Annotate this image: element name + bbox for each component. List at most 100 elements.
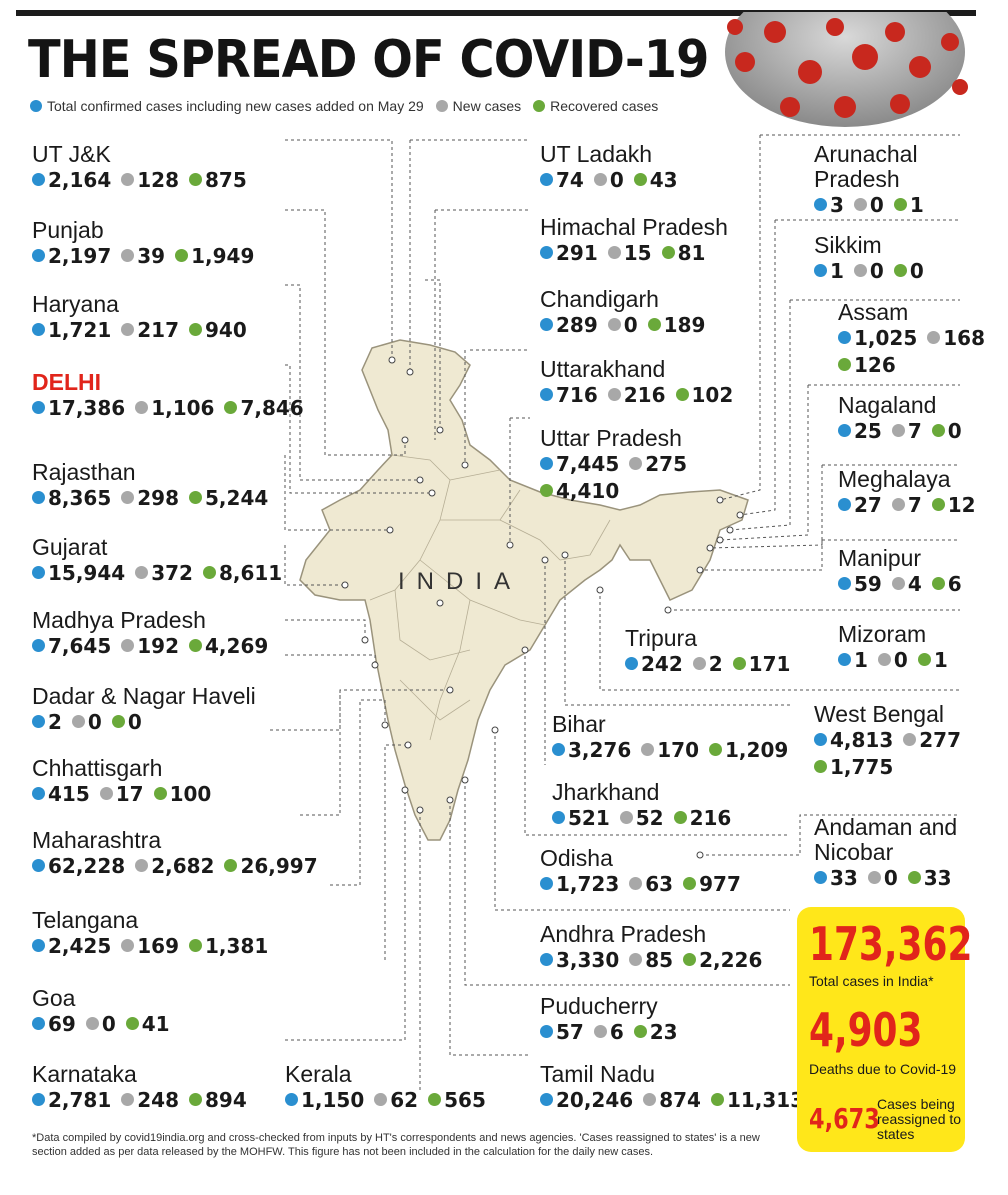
state-card: UT Ladakh 74 0 43: [540, 142, 688, 194]
state-name: Arunachal Pradesh: [814, 141, 918, 192]
state-stats: 1 0 1: [838, 647, 958, 674]
state-name: Odisha: [540, 845, 613, 871]
state-card: Goa 69 0 41: [32, 986, 180, 1038]
total-cases: 415: [48, 782, 90, 806]
state-stats: 716 216 102: [540, 382, 743, 409]
green-dot-icon: [633, 1025, 647, 1038]
blue-dot-icon: [838, 498, 851, 511]
green-dot-icon: [893, 264, 907, 277]
blue-dot-icon: [30, 100, 42, 112]
grey-dot-icon: [135, 859, 149, 872]
new-cases: 192: [137, 634, 180, 658]
state-stats: 2,197 39 1,949: [32, 243, 264, 270]
new-cases: 2,682: [151, 854, 215, 878]
recovered-cases: 12: [947, 493, 976, 517]
recovered-cases: 1,775: [830, 755, 894, 779]
grey-dot-icon: [877, 653, 891, 666]
new-cases: 0: [609, 168, 624, 192]
grey-dot-icon: [71, 715, 85, 728]
recovered-cases: 41: [141, 1012, 170, 1036]
total-cases: 2,164: [48, 168, 112, 192]
recovered-cases: 189: [663, 313, 706, 337]
green-dot-icon: [189, 323, 203, 336]
new-cases: 0: [87, 710, 102, 734]
state-stats: 33 0 33: [814, 865, 964, 892]
state-name: Goa: [32, 985, 76, 1011]
total-cases: 7,445: [556, 452, 620, 476]
state-stats: 74 0 43: [540, 167, 688, 194]
blue-dot-icon: [540, 246, 553, 259]
green-dot-icon: [675, 388, 689, 401]
total-cases: 62,228: [48, 854, 126, 878]
state-card: Madhya Pradesh 7,645 192 4,269: [32, 608, 278, 660]
new-cases: 0: [101, 1012, 116, 1036]
state-name: Himachal Pradesh: [540, 214, 728, 240]
green-dot-icon: [814, 760, 827, 773]
grey-dot-icon: [853, 198, 867, 211]
state-name: Manipur: [838, 545, 922, 571]
new-cases: 216: [623, 383, 666, 407]
grey-dot-icon: [374, 1093, 388, 1106]
state-stats: 291 15 81: [540, 240, 728, 267]
total-cases: 57: [556, 1020, 584, 1044]
state-name: Gujarat: [32, 534, 108, 560]
grey-dot-icon: [629, 877, 643, 890]
grey-dot-icon: [629, 953, 643, 966]
new-cases: 248: [137, 1088, 180, 1112]
state-stats: 25 7 0: [838, 418, 972, 445]
total-cases: 289: [556, 313, 598, 337]
state-stats: 242 2 171: [625, 651, 800, 678]
blue-dot-icon: [814, 871, 827, 884]
new-cases: 874: [659, 1088, 701, 1112]
recovered-cases: 0: [909, 259, 924, 283]
state-name: Meghalaya: [838, 466, 951, 492]
blue-dot-icon: [540, 1093, 553, 1106]
green-dot-icon: [153, 787, 167, 800]
new-cases: 63: [645, 872, 674, 896]
grey-dot-icon: [121, 491, 135, 504]
state-name: Kerala: [285, 1061, 352, 1087]
grey-dot-icon: [85, 1017, 99, 1030]
state-card: Rajasthan 8,365 298 5,244: [32, 460, 278, 512]
state-name: UT J&K: [32, 141, 111, 167]
total-cases: 716: [556, 383, 598, 407]
recovered-cases: 1: [933, 648, 948, 672]
state-stats: 8,365 298 5,244: [32, 485, 278, 512]
state-card: UT J&K 2,164 128 875: [32, 142, 257, 194]
grey-dot-icon: [641, 743, 655, 756]
blue-dot-icon: [32, 249, 45, 262]
reassigned-label: Cases being reassigned to states: [877, 1096, 962, 1142]
grey-dot-icon: [891, 577, 905, 590]
blue-dot-icon: [540, 457, 553, 470]
recovered-cases: 4,410: [556, 479, 620, 503]
state-stats: 2,781 248 894: [32, 1087, 257, 1114]
green-dot-icon: [893, 198, 907, 211]
state-stats: 2,164 128 875: [32, 167, 257, 194]
blue-dot-icon: [540, 1025, 553, 1038]
state-stats: 1 0 0: [814, 258, 934, 285]
grey-dot-icon: [121, 639, 135, 652]
green-dot-icon: [189, 639, 203, 652]
green-dot-icon: [931, 498, 945, 511]
blue-dot-icon: [285, 1093, 298, 1106]
reassigned-value: 4,673: [809, 1102, 880, 1135]
grey-dot-icon: [121, 1093, 135, 1106]
recovered-cases: 875: [205, 168, 247, 192]
state-stats: 57 6 23: [540, 1019, 688, 1046]
grey-dot-icon: [135, 401, 149, 414]
green-dot-icon: [683, 877, 697, 890]
green-dot-icon: [224, 859, 238, 872]
green-dot-icon: [533, 100, 546, 112]
state-card: Gujarat 15,944 372 8,611: [32, 535, 292, 587]
recovered-cases: 1,209: [725, 738, 789, 762]
state-stats: 1,721 217 940: [32, 317, 257, 344]
state-card: Karnataka 2,781 248 894: [32, 1062, 257, 1114]
recovered-cases: 216: [689, 806, 732, 830]
state-stats: 2 0 0: [32, 709, 256, 736]
green-dot-icon: [189, 939, 203, 952]
total-cases: 69: [48, 1012, 76, 1036]
new-cases: 0: [893, 648, 908, 672]
total-cases: 1,723: [556, 872, 620, 896]
total-cases: 1,150: [301, 1088, 365, 1112]
state-name: UT Ladakh: [540, 141, 653, 167]
